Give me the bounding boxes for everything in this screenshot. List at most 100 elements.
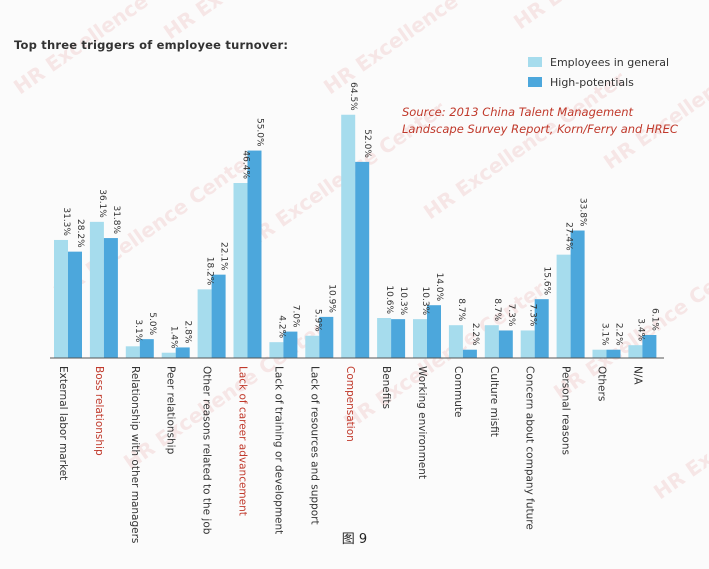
data-label: 3.1% bbox=[600, 323, 610, 346]
bar-general bbox=[305, 335, 320, 358]
source-line-1: Source: 2013 China Talent Management bbox=[402, 105, 634, 119]
legend: Employees in general High-potentials bbox=[528, 52, 669, 92]
bar-general bbox=[413, 319, 427, 358]
bar-general bbox=[125, 346, 140, 358]
watermark-mark: HR Excellence Center bbox=[649, 346, 709, 504]
data-label: 10.6% bbox=[384, 285, 394, 314]
data-label: 36.1% bbox=[97, 189, 107, 218]
data-label: 7.3% bbox=[506, 304, 516, 327]
data-label: 1.4% bbox=[169, 326, 179, 349]
data-label: 4.2% bbox=[276, 315, 286, 338]
bar-general bbox=[556, 254, 571, 358]
bar-high-potentials bbox=[175, 347, 190, 358]
bar-high-potentials bbox=[427, 305, 441, 358]
bar-general bbox=[269, 342, 284, 358]
chart-title: Top three triggers of employee turnover: bbox=[14, 38, 289, 52]
category-label: Compensation bbox=[344, 366, 356, 442]
bar-high-potentials bbox=[606, 349, 621, 358]
data-label: 14.0% bbox=[434, 273, 444, 302]
bar-general bbox=[520, 330, 535, 358]
category-label: N/A bbox=[631, 366, 643, 385]
data-label: 10.3% bbox=[420, 287, 430, 316]
bar-high-potentials bbox=[283, 331, 298, 358]
source-note: Source: 2013 China Talent Management Lan… bbox=[402, 104, 702, 138]
bar-high-potentials bbox=[391, 319, 406, 358]
data-label: 3.1% bbox=[133, 319, 143, 342]
bar-general bbox=[233, 183, 248, 358]
data-label: 3.4% bbox=[635, 318, 645, 341]
bar-high-potentials bbox=[139, 339, 154, 358]
category-label: Lack of training or development bbox=[272, 366, 284, 534]
data-label: 2.2% bbox=[470, 323, 480, 346]
data-label: 33.8% bbox=[578, 198, 588, 227]
bar-high-potentials bbox=[247, 150, 262, 358]
category-labels-layer: External labor market Boss relationship Re… bbox=[57, 366, 643, 543]
bar-general bbox=[89, 221, 104, 358]
legend-item-general: Employees in general bbox=[528, 52, 669, 72]
data-label: 28.2% bbox=[75, 219, 85, 248]
bar-high-potentials bbox=[534, 299, 549, 358]
legend-label-high-potentials: High-potentials bbox=[550, 75, 634, 89]
category-label: Commute bbox=[452, 366, 464, 417]
category-label: Boss relationship bbox=[93, 366, 105, 456]
data-label: 7.0% bbox=[290, 305, 300, 328]
data-label: 52.0% bbox=[362, 129, 372, 158]
bar-high-potentials bbox=[68, 251, 82, 358]
category-label: Benefits bbox=[380, 366, 392, 409]
category-label: Lack of career advancement bbox=[237, 366, 249, 516]
data-label: 6.1% bbox=[649, 308, 659, 331]
bar-general bbox=[448, 325, 463, 358]
data-label: 10.3% bbox=[398, 287, 408, 316]
bar-general bbox=[377, 318, 392, 358]
data-label: 2.2% bbox=[614, 323, 624, 346]
bar-general bbox=[54, 239, 68, 358]
category-label: External labor market bbox=[57, 366, 69, 480]
legend-item-high-potentials: High-potentials bbox=[528, 72, 669, 92]
category-label: Others bbox=[596, 366, 608, 401]
category-label: Relationship with other managers bbox=[129, 366, 141, 543]
data-label: 31.8% bbox=[111, 205, 121, 234]
data-label: 55.0% bbox=[255, 118, 265, 147]
bar-high-potentials bbox=[462, 349, 477, 358]
category-label: Culture misfit bbox=[488, 366, 500, 437]
bar-general bbox=[628, 345, 643, 358]
bar-general bbox=[197, 289, 212, 358]
bar-general bbox=[592, 349, 607, 358]
watermark-mark: HR Excellence Center bbox=[509, 0, 709, 34]
data-label: 22.1% bbox=[219, 242, 229, 271]
legend-swatch-general bbox=[528, 57, 542, 67]
data-label: 5.0% bbox=[147, 312, 157, 335]
bars-layer bbox=[54, 114, 657, 358]
category-label: Working environment bbox=[416, 366, 428, 479]
data-label: 27.4% bbox=[564, 222, 574, 251]
legend-swatch-high-potentials bbox=[528, 77, 542, 87]
data-label: 5.9% bbox=[312, 309, 322, 332]
bar-general bbox=[161, 352, 176, 358]
category-label: Peer relationship bbox=[165, 366, 177, 455]
data-label: 10.9% bbox=[326, 284, 336, 313]
value-labels-layer: 31.3% 28.2% 36.1% 31.8% 3.1% 5.0% 1.4% 2.8% 18.2… bbox=[61, 82, 659, 349]
bar-high-potentials bbox=[319, 316, 334, 358]
data-label: 7.3% bbox=[528, 304, 538, 327]
bar-high-potentials bbox=[355, 161, 370, 358]
source-line-2: Landscape Survey Report, Korn/Ferry and … bbox=[402, 122, 678, 136]
data-label: 8.7% bbox=[456, 298, 466, 321]
bar-high-potentials bbox=[211, 274, 226, 358]
legend-label-general: Employees in general bbox=[550, 55, 670, 69]
figure-caption: 图 9 bbox=[341, 532, 368, 547]
bar-high-potentials bbox=[642, 334, 657, 358]
data-label: 64.5% bbox=[348, 82, 358, 111]
data-label: 2.8% bbox=[183, 321, 193, 344]
data-label: 18.2% bbox=[205, 257, 215, 286]
data-label: 31.3% bbox=[61, 207, 71, 236]
bar-high-potentials bbox=[498, 330, 513, 358]
data-label: 46.4% bbox=[241, 150, 251, 179]
data-label: 8.7% bbox=[492, 298, 502, 321]
category-label: Personal reasons bbox=[560, 366, 572, 455]
category-label: Concern about company future bbox=[524, 366, 536, 530]
category-label: Other reasons related to the job bbox=[201, 366, 213, 535]
data-label: 15.6% bbox=[542, 267, 552, 296]
bar-general bbox=[484, 325, 499, 358]
